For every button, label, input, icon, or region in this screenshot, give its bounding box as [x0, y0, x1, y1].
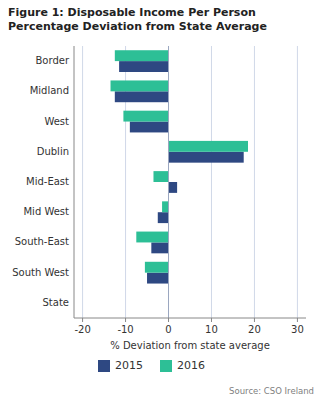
page: {"chart_data": { "type": "bar", "orienta… — [0, 0, 320, 400]
x-tick-label: 10 — [205, 324, 218, 335]
bar — [162, 201, 168, 212]
bar — [123, 111, 168, 122]
x-axis-label: % Deviation from state average — [110, 340, 270, 351]
bar — [158, 212, 169, 223]
bar — [169, 182, 178, 193]
bar — [115, 50, 169, 61]
grid-line — [82, 46, 83, 318]
x-tick-label: 0 — [165, 324, 171, 335]
x-tick — [211, 318, 212, 322]
x-tick-label: -10 — [117, 324, 133, 335]
bar — [115, 91, 169, 102]
grid-line — [297, 46, 298, 318]
annotation: Source: CSO Ireland — [229, 386, 314, 396]
title-line: Figure 1: Disposable Income Per Person — [8, 6, 256, 19]
y-ticks: Border Midland West Dublin Mid-East Mid West S… — [12, 55, 70, 308]
bar — [151, 242, 168, 253]
legend: 2015 2016 — [98, 359, 205, 372]
legend-label: 2016 — [177, 359, 205, 372]
chart-container: Figure 1: Disposable Income Per PersonPe… — [0, 0, 320, 400]
title: Figure 1: Disposable Income Per PersonPe… — [8, 6, 267, 33]
x-tick — [297, 318, 298, 322]
grid-line — [168, 46, 169, 318]
y-axis-line — [74, 46, 75, 318]
legend-swatch — [160, 360, 172, 372]
x-tick-label: 30 — [291, 324, 304, 335]
bar — [130, 122, 169, 133]
zero-line — [168, 46, 169, 318]
x-tick-label: 20 — [248, 324, 261, 335]
y-tick-label: Mid-East — [26, 176, 69, 187]
x-axis-line — [74, 318, 306, 319]
x-tick — [168, 318, 169, 322]
y-tick-label: Dublin — [37, 146, 69, 157]
grid — [83, 46, 298, 318]
y-tick-label: Midland — [30, 85, 69, 96]
grid-line — [211, 46, 212, 318]
x-ticks: -20 -10 0 10 20 30 — [74, 318, 303, 335]
bar — [153, 171, 168, 182]
y-tick-label: South West — [12, 267, 69, 278]
x-tick-label: -20 — [74, 324, 90, 335]
bar — [169, 152, 244, 163]
y-tick-label: Mid West — [23, 206, 69, 217]
title-line: Percentage Deviation from State Average — [8, 20, 267, 33]
legend-swatch — [98, 360, 110, 372]
bar — [147, 273, 168, 284]
bars — [111, 50, 248, 283]
grid-line — [254, 46, 255, 318]
y-tick-label: State — [43, 297, 69, 308]
bar — [119, 61, 168, 72]
bar — [169, 141, 248, 152]
x-tick — [82, 318, 83, 322]
bar — [111, 80, 169, 91]
y-tick-label: Border — [35, 55, 69, 66]
legend-label: 2015 — [115, 359, 143, 372]
bar — [145, 262, 169, 273]
x-tick — [125, 318, 126, 322]
y-tick-label: West — [44, 116, 69, 127]
bar — [136, 232, 168, 243]
x-tick — [254, 318, 255, 322]
y-tick-label: South-East — [15, 236, 69, 247]
chart-svg: Figure 1: Disposable Income Per PersonPe… — [0, 0, 320, 400]
